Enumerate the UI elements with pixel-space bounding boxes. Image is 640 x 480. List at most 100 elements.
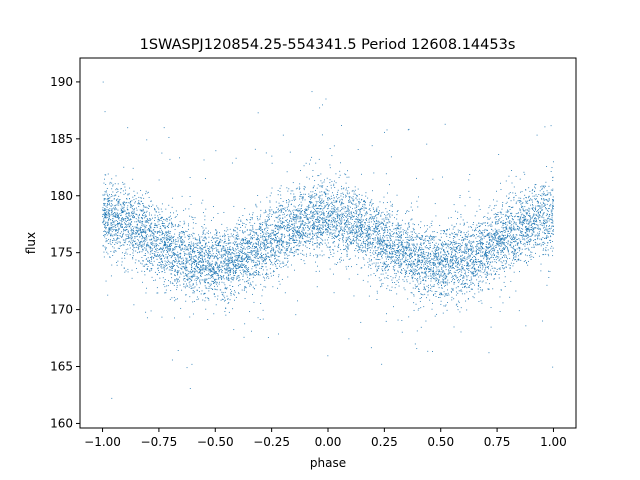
data-point	[214, 279, 215, 281]
data-point	[362, 226, 363, 228]
data-point	[247, 259, 249, 260]
data-point	[440, 233, 442, 235]
data-point	[489, 239, 491, 241]
data-point	[502, 267, 504, 269]
data-point	[493, 245, 495, 247]
data-point	[335, 230, 337, 232]
data-point	[226, 249, 228, 251]
data-point	[430, 278, 432, 280]
data-point	[251, 217, 253, 219]
data-point	[383, 246, 385, 248]
data-point	[353, 223, 355, 225]
data-point	[502, 238, 504, 239]
data-point	[512, 228, 514, 230]
data-point	[137, 239, 139, 241]
data-point	[347, 233, 349, 235]
data-point	[327, 219, 329, 221]
data-point	[321, 202, 323, 203]
data-point	[524, 226, 526, 228]
data-point	[131, 232, 133, 234]
data-point	[481, 289, 483, 291]
data-point	[407, 223, 409, 225]
data-point	[256, 273, 257, 275]
data-point	[259, 262, 261, 264]
data-point	[357, 244, 359, 246]
data-point	[524, 236, 526, 238]
data-point	[352, 200, 354, 202]
data-point	[164, 286, 166, 288]
data-point	[166, 285, 168, 287]
data-point	[513, 186, 515, 188]
data-point	[490, 223, 492, 225]
data-point	[431, 290, 433, 292]
data-point	[105, 190, 107, 192]
data-point	[475, 252, 477, 254]
data-point	[361, 198, 363, 200]
data-point	[551, 206, 553, 208]
data-point	[295, 226, 297, 228]
data-point	[400, 241, 402, 243]
data-point	[154, 240, 156, 242]
data-point	[142, 209, 144, 211]
data-point	[192, 257, 194, 259]
data-point	[346, 254, 348, 256]
data-point	[452, 260, 453, 262]
data-point	[511, 247, 513, 249]
data-point	[207, 297, 209, 299]
data-point	[302, 222, 303, 224]
data-point	[528, 220, 530, 222]
data-point	[475, 260, 477, 262]
data-point	[135, 218, 137, 220]
data-point	[537, 213, 539, 215]
data-point	[151, 262, 153, 264]
data-point	[288, 199, 290, 201]
data-point	[389, 289, 391, 291]
data-point	[341, 212, 343, 214]
data-point	[197, 263, 199, 265]
data-point	[211, 271, 213, 273]
data-point	[487, 234, 489, 236]
data-point	[389, 244, 391, 246]
data-point	[455, 251, 457, 253]
data-point	[369, 260, 371, 262]
data-point	[301, 219, 303, 221]
data-point	[204, 279, 206, 281]
data-point	[119, 248, 120, 250]
data-point	[551, 219, 553, 221]
data-point	[519, 241, 521, 243]
data-point	[162, 253, 164, 255]
data-point	[132, 252, 134, 254]
data-point	[356, 233, 358, 235]
data-point	[535, 184, 537, 185]
data-point	[265, 223, 267, 225]
data-point	[229, 239, 231, 241]
data-point	[112, 224, 113, 226]
data-point	[425, 261, 427, 263]
data-point	[125, 230, 127, 232]
data-point	[411, 202, 412, 204]
data-point	[190, 278, 192, 280]
data-point	[454, 236, 456, 238]
data-point	[160, 220, 162, 221]
data-point	[382, 211, 384, 213]
data-point	[161, 248, 163, 250]
data-point	[107, 229, 109, 231]
data-point	[462, 275, 464, 277]
data-point	[367, 238, 369, 240]
data-point	[233, 275, 235, 277]
data-point	[393, 248, 395, 250]
data-point	[455, 304, 457, 306]
data-point	[171, 251, 173, 253]
data-point	[350, 202, 352, 203]
data-point	[235, 260, 237, 262]
data-point	[119, 228, 120, 230]
data-point	[520, 221, 522, 223]
data-point	[184, 280, 186, 282]
data-point	[307, 225, 309, 227]
data-point	[301, 237, 303, 239]
data-point	[192, 251, 194, 253]
data-point	[302, 234, 304, 236]
data-point	[214, 273, 216, 274]
data-point	[288, 222, 290, 224]
data-point	[284, 213, 285, 215]
